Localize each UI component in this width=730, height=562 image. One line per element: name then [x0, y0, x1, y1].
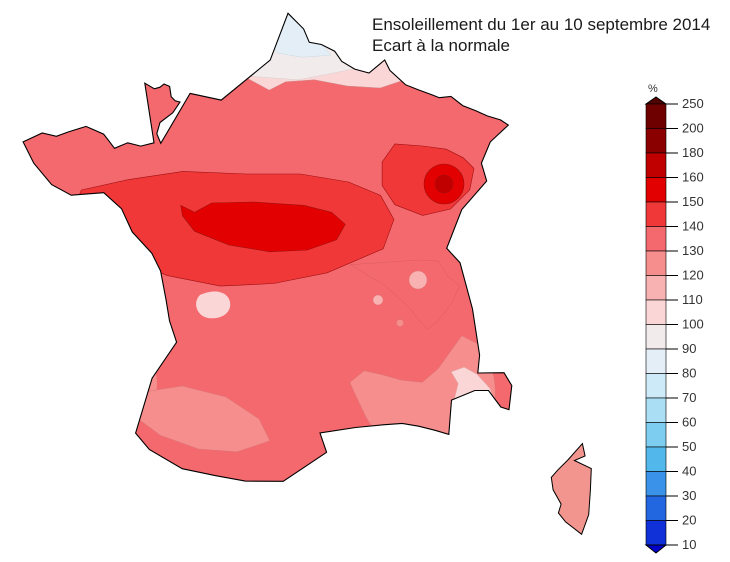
svg-text:140: 140	[682, 219, 704, 234]
svg-text:250: 250	[682, 96, 704, 111]
svg-text:120: 120	[682, 268, 704, 283]
svg-text:90: 90	[682, 341, 696, 356]
svg-text:80: 80	[682, 366, 696, 381]
svg-text:160: 160	[682, 170, 704, 185]
svg-text:Ensoleillement du 1er au 10 se: Ensoleillement du 1er au 10 septembre 20…	[372, 15, 710, 34]
svg-text:150: 150	[682, 194, 704, 209]
svg-text:30: 30	[682, 488, 696, 503]
svg-text:10: 10	[682, 537, 696, 552]
svg-text:Ecart à la normale: Ecart à la normale	[372, 36, 510, 55]
svg-text:70: 70	[682, 390, 696, 405]
svg-text:20: 20	[682, 513, 696, 528]
svg-text:100: 100	[682, 317, 704, 332]
svg-text:40: 40	[682, 464, 696, 479]
svg-text:50: 50	[682, 439, 696, 454]
svg-text:200: 200	[682, 121, 704, 136]
svg-text:130: 130	[682, 243, 704, 258]
svg-text:180: 180	[682, 145, 704, 160]
svg-text:60: 60	[682, 415, 696, 430]
svg-text:%: %	[648, 83, 658, 95]
svg-text:110: 110	[682, 292, 703, 307]
